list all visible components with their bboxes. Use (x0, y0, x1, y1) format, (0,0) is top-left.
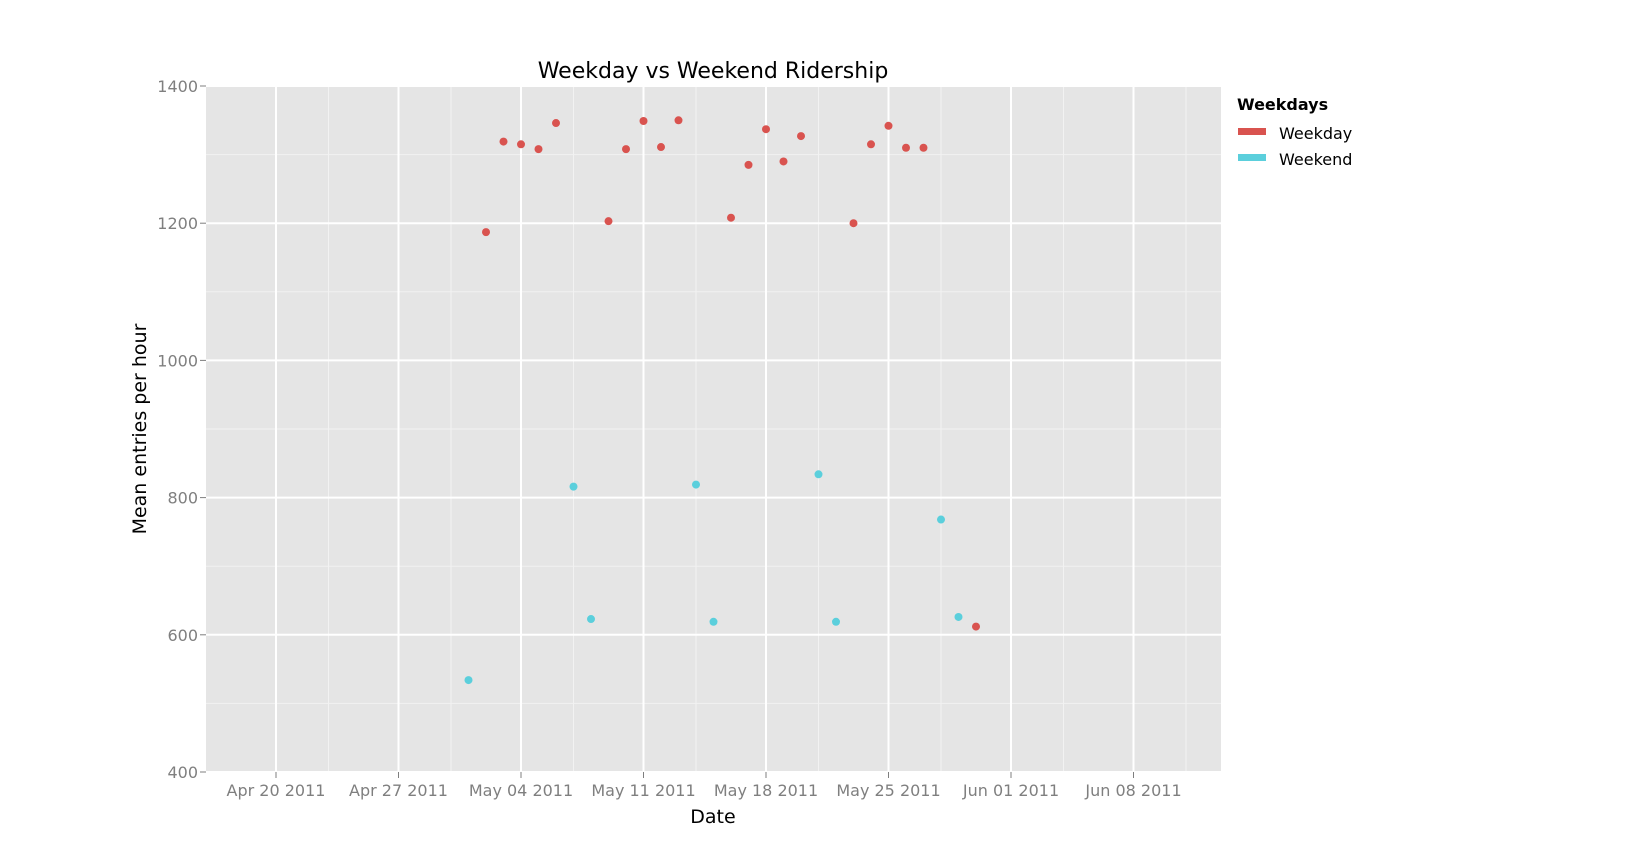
weekday-point (902, 143, 910, 152)
x-tick-label: Apr 20 2011 (227, 781, 326, 800)
weekday-point (867, 140, 875, 149)
weekday-point (919, 143, 928, 152)
y-tick-label: 1400 (157, 77, 198, 96)
x-tick-label: Jun 01 2011 (962, 781, 1059, 800)
y-tick-label: 800 (167, 489, 198, 508)
weekday-point (727, 213, 735, 222)
weekend-point (832, 617, 840, 626)
legend-key-weekend (1238, 154, 1266, 161)
x-tick-label: May 04 2011 (469, 781, 573, 800)
legend-title: Weekdays (1237, 95, 1328, 114)
grid-lines (206, 85, 1221, 773)
weekday-point (779, 157, 788, 166)
weekend-point (587, 615, 595, 624)
weekday-point (972, 622, 980, 631)
weekday-point (762, 125, 770, 134)
y-tick-label: 400 (167, 763, 198, 782)
weekend-point (709, 617, 718, 626)
x-tick-label: Apr 27 2011 (349, 781, 448, 800)
weekday-point (849, 219, 858, 228)
weekday-point (674, 116, 683, 125)
weekday-point (744, 160, 753, 169)
weekday-point (604, 217, 613, 226)
axes: Apr 20 2011 Apr 27 2011 May 04 2011 May 11 … (157, 77, 1181, 800)
weekday-point (657, 143, 665, 152)
legend-key-weekday (1238, 128, 1266, 135)
chart-title: Weekday vs Weekend Ridership (538, 59, 889, 84)
legend: Weekdays Weekday Weekend (1237, 95, 1352, 169)
weekend-point (954, 612, 963, 621)
data-points (464, 116, 980, 685)
weekday-point (534, 145, 543, 154)
y-axis-title: Mean entries per hour (129, 323, 151, 534)
weekend-point (937, 515, 945, 524)
x-axis-title: Date (690, 806, 735, 828)
weekday-point (482, 228, 490, 237)
weekday-point (517, 140, 525, 149)
weekend-point (814, 470, 823, 479)
weekday-point (639, 116, 648, 125)
x-tick-label: May 25 2011 (836, 781, 940, 800)
legend-label-weekend: Weekend (1279, 150, 1352, 169)
y-tick-label: 1000 (157, 351, 198, 370)
weekend-point (692, 480, 700, 489)
y-tick-label: 1200 (157, 214, 198, 233)
legend-label-weekday: Weekday (1279, 124, 1352, 143)
weekday-point (797, 132, 805, 141)
y-tick-label: 600 (167, 626, 198, 645)
weekday-point (622, 145, 630, 154)
x-tick-label: Jun 08 2011 (1084, 781, 1181, 800)
x-tick-label: May 18 2011 (714, 781, 818, 800)
weekend-point (464, 676, 473, 685)
weekday-point (499, 137, 508, 146)
weekday-point (884, 121, 893, 130)
weekend-point (569, 482, 578, 491)
weekday-point (552, 119, 560, 128)
x-tick-label: May 11 2011 (591, 781, 695, 800)
